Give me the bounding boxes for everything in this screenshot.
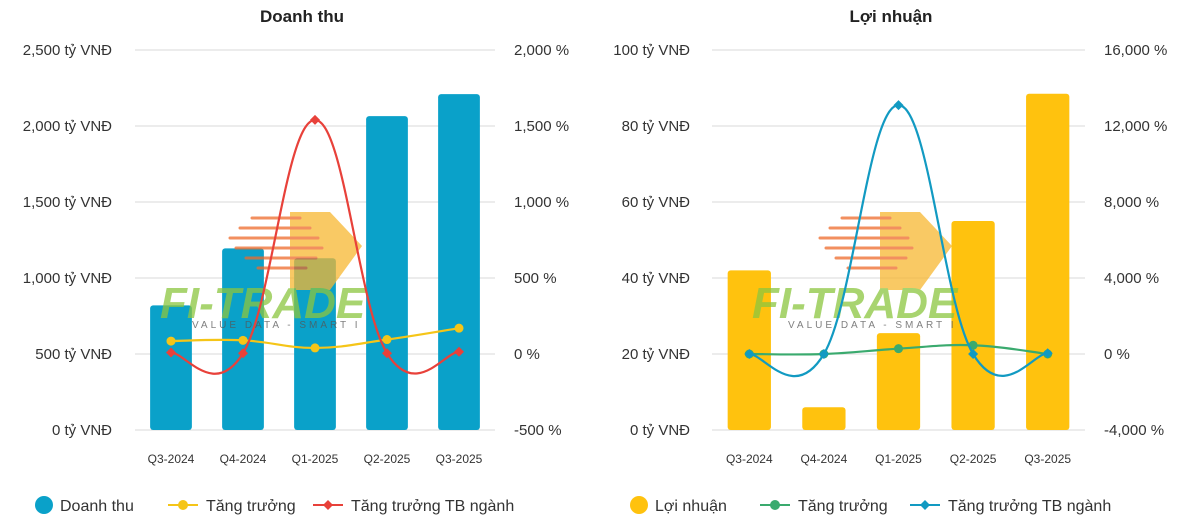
y2-tick-label: 4,000 %: [1104, 270, 1159, 287]
y-tick-label: 100 tỷ VNĐ: [613, 42, 690, 59]
series-marker: [310, 114, 320, 125]
x-tick-label: Q4-2024: [801, 452, 848, 466]
legend-marker: [178, 500, 188, 510]
watermark-logo-right: FI-TRADE VALUE DATA - SMART I: [752, 212, 959, 331]
legend-label: Tăng trưởng TB ngành: [351, 498, 514, 515]
chart-title: Lợi nhuận: [850, 7, 933, 26]
series-marker: [166, 347, 176, 358]
y2-tick-label: 8,000 %: [1104, 194, 1159, 211]
series-marker: [894, 344, 903, 354]
bar: [802, 407, 846, 430]
x-tick-label: Q2-2025: [950, 452, 997, 466]
legend-label: Lợi nhuận: [655, 498, 727, 515]
y-tick-label: 0 tỷ VNĐ: [52, 422, 112, 439]
legend-label: Tăng trưởng TB ngành: [948, 498, 1111, 515]
legend-swatch: [35, 496, 53, 514]
chart-1-lines: [166, 114, 464, 375]
y-tick-label: 500 tỷ VNĐ: [35, 346, 112, 363]
series-marker: [454, 323, 464, 333]
bar: [438, 94, 480, 430]
bar: [366, 116, 408, 431]
series-marker: [166, 336, 176, 346]
bar: [150, 305, 192, 430]
y2-tick-label: 2,000 %: [514, 42, 569, 59]
y2-tick-label: 1,000 %: [514, 194, 569, 211]
x-tick-label: Q3-2025: [436, 452, 483, 466]
series-marker: [1042, 348, 1053, 359]
watermark-tagline: VALUE DATA - SMART I: [788, 320, 957, 331]
watermark-brand: FI-TRADE: [752, 279, 959, 328]
chart-2-lines: [744, 100, 1053, 378]
series-marker: [382, 335, 392, 345]
y2-tick-label: 0 %: [514, 346, 540, 363]
legend-label: Tăng trưởng: [206, 498, 296, 515]
series-marker: [382, 348, 392, 359]
y2-tick-label: 1,500 %: [514, 118, 569, 135]
x-tick-label: Q3-2024: [726, 452, 773, 466]
series-marker: [968, 349, 979, 359]
series-marker: [454, 346, 464, 357]
y-tick-label: 0 tỷ VNĐ: [630, 422, 690, 439]
y2-tick-label: 12,000 %: [1104, 118, 1167, 135]
series-marker: [310, 343, 320, 353]
y2-tick-label: 16,000 %: [1104, 42, 1167, 59]
y2-tick-label: 0 %: [1104, 346, 1130, 363]
y-tick-label: 80 tỷ VNĐ: [622, 118, 691, 135]
series-marker: [238, 335, 248, 345]
series-marker: [818, 349, 829, 359]
watermark-arrow-shape: [880, 212, 952, 290]
watermark-arrow-shape: [290, 212, 362, 290]
y-tick-label: 2,500 tỷ VNĐ: [23, 42, 112, 59]
y-tick-label: 2,000 tỷ VNĐ: [23, 118, 112, 135]
y2-tick-label: -500 %: [514, 422, 562, 439]
y2-tick-label: 500 %: [514, 270, 557, 287]
chart-title: Doanh thu: [260, 7, 344, 26]
bar: [951, 221, 995, 430]
x-tick-label: Q2-2025: [364, 452, 411, 466]
legend-marker: [920, 500, 930, 510]
series-marker: [893, 100, 904, 111]
x-tick-label: Q3-2025: [1024, 452, 1071, 466]
series-marker: [744, 349, 755, 359]
y-tick-label: 1,000 tỷ VNĐ: [23, 270, 112, 287]
y2-tick-label: -4,000 %: [1104, 422, 1164, 439]
x-tick-label: Q3-2024: [148, 452, 195, 466]
y-tick-label: 1,500 tỷ VNĐ: [23, 194, 112, 211]
bar: [876, 333, 921, 430]
watermark-logo-left: FI-TRADE VALUE DATA - SMART I: [160, 212, 367, 331]
x-tick-label: Q4-2024: [220, 452, 267, 466]
y-tick-label: 40 tỷ VNĐ: [622, 270, 691, 287]
bar: [1026, 93, 1070, 430]
legend-marker: [323, 500, 333, 510]
watermark-tagline: VALUE DATA - SMART I: [192, 320, 361, 331]
x-tick-label: Q1-2025: [875, 452, 922, 466]
legend-label: Tăng trưởng: [798, 498, 888, 515]
x-tick-label: Q1-2025: [292, 452, 339, 466]
watermark-brand: FI-TRADE: [160, 279, 367, 328]
series-marker: [238, 348, 248, 359]
legend-swatch: [630, 496, 648, 514]
legend-marker: [770, 500, 780, 510]
y-tick-label: 60 tỷ VNĐ: [622, 194, 691, 211]
y-tick-label: 20 tỷ VNĐ: [622, 346, 691, 363]
chart-2: Lợi nhuận 0 tỷ VNĐ -4,000 % 20 tỷ VNĐ 0 % 40 …: [613, 7, 1167, 515]
legend-label: Doanh thu: [60, 498, 134, 515]
